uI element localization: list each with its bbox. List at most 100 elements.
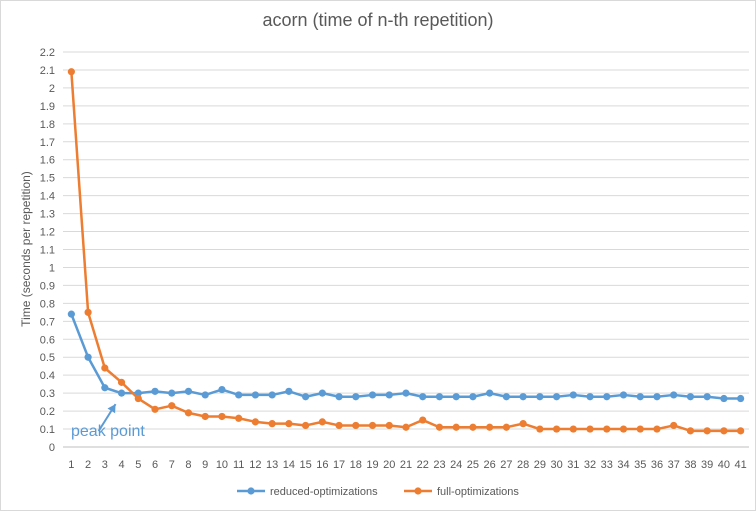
x-tick-label: 25: [467, 459, 479, 471]
x-tick-label: 3: [102, 459, 108, 471]
data-point: [720, 427, 728, 435]
data-point: [670, 421, 678, 430]
legend-marker: [247, 487, 255, 495]
x-tick-label: 27: [500, 459, 512, 471]
data-point: [84, 353, 92, 361]
y-tick-labels: 0 0.1 0.2 0.3 0.4 0.5 0.6 0.7 0.8 0.9 1 1.1 1.2 1.3 1.…: [40, 47, 55, 454]
data-point: [586, 425, 594, 433]
x-tick-label: 1: [68, 459, 74, 471]
data-point: [352, 421, 360, 430]
y-tick-label: 1.3: [40, 209, 55, 221]
legend: reduced-optimizations full-optimizations: [237, 486, 519, 498]
data-point: [670, 391, 678, 399]
data-point: [201, 391, 209, 399]
y-tick-label: 2.1: [40, 65, 55, 77]
data-point: [703, 427, 711, 435]
data-point: [469, 423, 477, 431]
y-tick-label: 1.6: [40, 155, 55, 167]
x-tick-label: 21: [400, 459, 412, 471]
x-tick-label: 35: [634, 459, 646, 471]
y-tick-label: 0.7: [40, 316, 55, 328]
data-point: [603, 425, 611, 433]
data-point: [117, 389, 126, 397]
y-tick-label: 1.2: [40, 227, 55, 239]
data-point: [619, 425, 628, 433]
legend-label: reduced-optimizations: [270, 486, 378, 498]
data-point: [335, 421, 343, 430]
y-tick-label: 0.2: [40, 406, 55, 418]
x-tick-label: 11: [233, 459, 244, 471]
data-point: [101, 384, 109, 392]
x-tick-label: 12: [249, 459, 261, 471]
y-tick-label: 1.9: [40, 101, 55, 113]
data-point: [134, 389, 142, 397]
data-point: [385, 391, 393, 399]
x-tick-label: 16: [316, 459, 328, 471]
data-point: [302, 393, 310, 401]
data-point: [302, 421, 310, 430]
gridlines: [63, 51, 749, 430]
data-point: [268, 391, 276, 399]
x-tick-label: 29: [534, 459, 546, 471]
y-axis-label: Time (seconds per repetition): [19, 171, 33, 327]
data-point: [569, 391, 577, 399]
data-point: [435, 393, 444, 401]
x-tick-label: 6: [152, 459, 158, 471]
data-point: [235, 391, 243, 399]
x-tick-label: 14: [283, 459, 295, 471]
y-tick-label: 0: [49, 442, 55, 454]
data-point: [737, 427, 745, 435]
data-point: [184, 409, 193, 417]
y-tick-label: 0.6: [40, 334, 55, 346]
data-point: [402, 389, 410, 397]
legend-entry: reduced-optimizations: [237, 486, 378, 498]
y-tick-label: 1.4: [40, 191, 55, 203]
chart-title: acorn (time of n-th repetition): [262, 10, 493, 30]
data-point: [552, 393, 561, 401]
data-point: [151, 387, 159, 395]
x-tick-label: 23: [433, 459, 445, 471]
data-point: [402, 423, 410, 431]
data-point: [653, 425, 661, 433]
data-point: [235, 414, 243, 422]
data-point: [720, 394, 728, 403]
data-point: [268, 420, 276, 428]
x-tick-label: 34: [617, 459, 629, 471]
data-point: [335, 393, 343, 401]
data-point: [519, 420, 527, 428]
data-point: [352, 393, 360, 401]
data-point: [586, 393, 594, 401]
y-tick-label: 2.2: [40, 47, 55, 59]
x-tick-label: 10: [216, 459, 228, 471]
data-point: [636, 425, 644, 433]
y-tick-label: 0.1: [40, 424, 55, 436]
data-point: [151, 405, 159, 413]
x-tick-label: 36: [651, 459, 663, 471]
data-point: [686, 393, 695, 401]
x-tick-labels: 1 2 3 4 5 6 7 8 9 10 11 12 13 14 15 16 17 18 19 20 21 22 23 24 2…: [68, 459, 746, 471]
series-line: [70, 71, 741, 433]
y-tick-label: 1.5: [40, 173, 55, 185]
x-tick-label: 4: [118, 459, 124, 471]
data-point: [502, 423, 510, 431]
data-point: [502, 393, 510, 401]
x-tick-label: 13: [266, 459, 278, 471]
data-point: [101, 364, 109, 372]
data-point: [318, 389, 326, 397]
data-point: [251, 391, 260, 399]
data-point: [435, 423, 444, 431]
y-tick-label: 0.3: [40, 388, 55, 400]
x-tick-label: 18: [350, 459, 362, 471]
legend-marker: [414, 487, 422, 495]
data-point: [452, 393, 460, 401]
data-point: [251, 418, 260, 426]
data-point: [469, 393, 477, 401]
y-tick-label: 1.8: [40, 119, 55, 131]
y-tick-label: 2: [49, 83, 55, 95]
y-tick-label: 0.9: [40, 280, 55, 292]
series-line: [70, 313, 741, 400]
annotations: peak point: [71, 403, 145, 440]
data-point: [486, 389, 494, 397]
y-tick-label: 0.4: [40, 370, 55, 382]
